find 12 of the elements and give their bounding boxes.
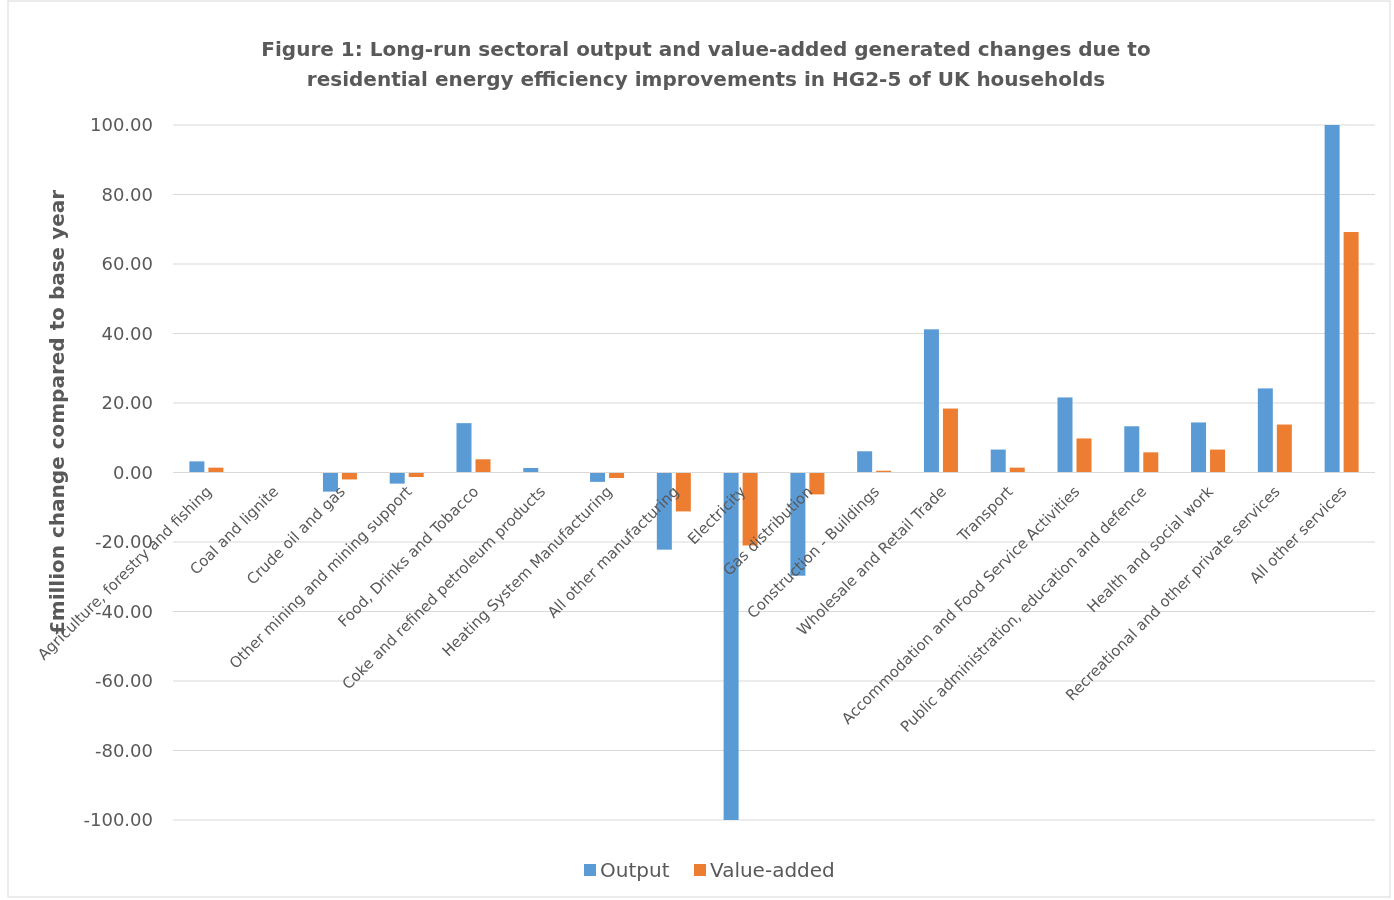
y-tick-label: -80.00 [94, 739, 153, 761]
y-tick-label: 0.00 [112, 461, 153, 483]
y-tick-label: 80.00 [101, 183, 153, 205]
y-tick-label: -100.00 [83, 809, 153, 831]
chart-title: Figure 1: Long-run sectoral output and value-added generated changes due to residential energy efficiency improvements in HG2-5 of UK households [261, 37, 1151, 91]
y-tick-label: 100.00 [90, 114, 153, 136]
y-tick-label: 60.00 [101, 253, 153, 275]
y-tick-label: -60.00 [94, 670, 153, 692]
legend-label: Output [600, 858, 670, 882]
legend-label: Value-added [710, 858, 835, 882]
y-tick-label: 20.00 [101, 392, 153, 414]
y-tick-label: 40.00 [101, 322, 153, 344]
